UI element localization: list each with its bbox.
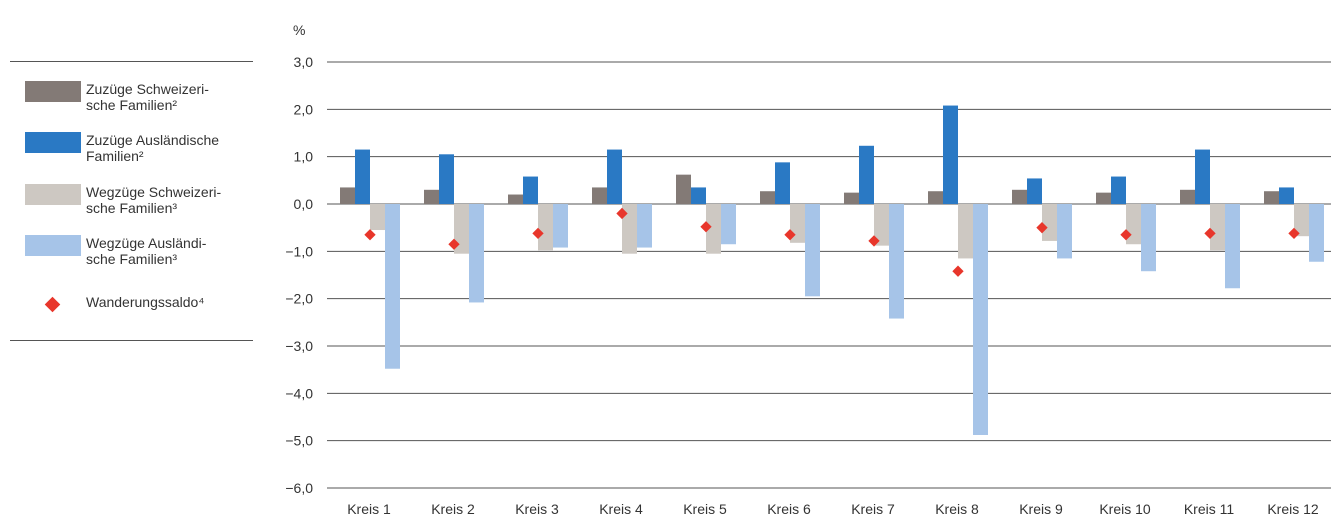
saldo-marker: [1120, 229, 1132, 241]
bar-series-2: [607, 149, 622, 204]
x-tick-label: Kreis 2: [431, 501, 475, 517]
bar-series-1: [1264, 191, 1279, 204]
saldo-marker: [700, 221, 712, 233]
bar-series-2: [355, 149, 370, 204]
y-tick-label: 1,0: [294, 149, 314, 165]
x-tick-label: Kreis 10: [1099, 501, 1151, 517]
bar-series-3: [1210, 204, 1225, 251]
bar-series-2: [523, 176, 538, 204]
chart-legend: Zuzüge Schweizeri-sche Familien² Zuzüge A…: [10, 61, 253, 341]
y-tick-label: −4,0: [285, 385, 313, 401]
y-tick-label: −5,0: [285, 433, 313, 449]
bar-series-2: [1279, 187, 1294, 204]
bar-series-1: [760, 191, 775, 204]
legend-label: Wegzüge Ausländi-sche Familien³: [86, 235, 207, 267]
saldo-marker: [1204, 227, 1216, 240]
bar-series-1: [844, 192, 859, 204]
saldo-marker: [532, 227, 544, 240]
y-axis-unit-label: %: [293, 22, 305, 38]
bar-series-4: [889, 204, 904, 319]
bar-series-4: [553, 204, 568, 248]
saldo-marker: [1036, 222, 1048, 234]
y-tick-label: −2,0: [285, 291, 313, 307]
x-tick-label: Kreis 5: [683, 501, 727, 517]
bar-series-3: [1126, 204, 1141, 245]
bar-series-1: [424, 189, 439, 204]
bar-series-1: [592, 187, 607, 204]
legend-label: Zuzüge Schweizeri-sche Familien²: [86, 81, 209, 113]
y-tick-label: −6,0: [285, 480, 313, 496]
y-tick-label: 3,0: [294, 54, 314, 70]
x-tick-label: Kreis 4: [599, 501, 643, 517]
x-tick-label: Kreis 6: [767, 501, 811, 517]
bar-series-4: [805, 204, 820, 297]
x-tick-label: Kreis 3: [515, 501, 559, 517]
bar-series-1: [1012, 189, 1027, 204]
saldo-marker: [952, 265, 964, 277]
bar-series-3: [1294, 204, 1309, 237]
saldo-marker: [868, 235, 880, 247]
bar-series-4: [1309, 204, 1324, 262]
saldo-marker: [784, 229, 796, 241]
saldo-marker: [448, 238, 460, 250]
bar-series-1: [508, 194, 523, 204]
legend-swatch: [25, 81, 81, 102]
legend-label: Wegzüge Schweizeri-sche Familien³: [86, 184, 222, 216]
bar-series-4: [469, 204, 484, 303]
bar-series-3: [1042, 204, 1057, 241]
bar-series-3: [370, 204, 385, 231]
legend-label: Wanderungssaldo⁴: [86, 294, 205, 310]
bar-series-4: [1141, 204, 1156, 272]
bar-series-1: [1096, 192, 1111, 204]
legend-swatch: [25, 235, 81, 256]
bar-series-2: [691, 187, 706, 204]
legend-label: Zuzüge Ausländische Familien²: [86, 132, 220, 164]
bar-series-4: [1225, 204, 1240, 289]
legend-swatch: [25, 132, 81, 153]
saldo-marker: [616, 207, 628, 220]
bar-series-2: [943, 105, 958, 204]
bar-series-1: [928, 191, 943, 204]
bar-series-1: [1180, 189, 1195, 204]
bar-series-2: [1195, 149, 1210, 204]
legend-swatch: [25, 184, 81, 205]
saldo-marker: [364, 229, 376, 241]
y-tick-label: 2,0: [294, 101, 314, 117]
bar-series-1: [676, 174, 691, 204]
bar-series-3: [538, 204, 553, 251]
x-tick-label: Kreis 12: [1267, 501, 1319, 517]
x-tick-label: Kreis 7: [851, 501, 895, 517]
bar-series-4: [385, 204, 400, 369]
bar-series-2: [859, 145, 874, 204]
bar-series-3: [622, 204, 637, 254]
y-tick-label: −3,0: [285, 338, 313, 354]
bar-series-1: [340, 187, 355, 204]
x-tick-label: Kreis 9: [1019, 501, 1063, 517]
bar-series-4: [721, 204, 736, 245]
bar-series-3: [958, 204, 973, 259]
bar-series-4: [1057, 204, 1072, 259]
bar-series-4: [973, 204, 988, 435]
bar-series-4: [637, 204, 652, 248]
bar-series-3: [874, 204, 889, 246]
bar-series-2: [775, 162, 790, 204]
x-tick-label: Kreis 8: [935, 501, 979, 517]
bar-series-3: [454, 204, 469, 254]
y-tick-label: −1,0: [285, 243, 313, 259]
y-tick-label: 0,0: [294, 196, 314, 212]
bar-series-2: [439, 154, 454, 204]
x-tick-label: Kreis 1: [347, 501, 391, 517]
saldo-marker: [1288, 227, 1300, 240]
bar-series-3: [706, 204, 721, 254]
x-tick-label: Kreis 11: [1184, 501, 1235, 517]
bar-series-2: [1027, 178, 1042, 204]
bar-series-2: [1111, 176, 1126, 204]
